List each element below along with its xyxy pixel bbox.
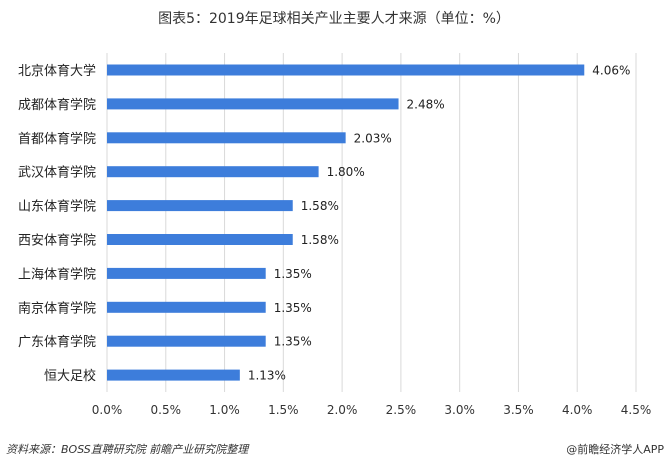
data-label: 1.35% [274,267,312,281]
bar [107,369,240,381]
x-tick-label: 2.0% [327,403,358,417]
bar [107,98,399,110]
category-label: 上海体育学院 [18,266,96,282]
bar [107,200,293,212]
category-label: 恒大足校 [44,368,96,384]
category-label: 北京体育大学 [18,63,96,79]
category-label: 首都体育学院 [18,131,96,147]
credit-text: @前瞻经济学人APP [566,443,664,456]
data-label: 4.06% [592,64,630,78]
bar [107,132,346,144]
x-tick-label: 0.0% [92,403,123,417]
category-label: 武汉体育学院 [18,165,96,181]
data-label: 1.80% [327,165,365,179]
source-note: 资料来源：BOSS直聘研究院 前瞻产业研究院整理 [6,443,249,456]
category-label: 广东体育学院 [18,334,96,350]
x-tick-label: 1.0% [209,403,240,417]
data-label: 1.58% [301,233,339,247]
bar [107,64,585,76]
data-label: 1.35% [274,301,312,315]
x-tick-label: 3.0% [444,403,475,417]
x-tick-label: 1.5% [268,403,299,417]
bar [107,335,266,347]
x-tick-label: 4.5% [621,403,652,417]
category-label: 山东体育学院 [18,199,96,215]
x-tick-label: 3.5% [503,403,534,417]
category-label: 南京体育学院 [18,300,96,316]
bar [107,234,293,245]
bar [107,267,266,279]
bar [107,166,319,178]
category-label: 西安体育学院 [18,233,96,249]
category-label: 成都体育学院 [18,97,96,113]
data-label: 2.03% [354,131,392,145]
x-tick-label: 2.5% [386,403,417,417]
x-tick-label: 4.0% [562,403,593,417]
data-label: 1.13% [248,369,286,383]
data-label: 1.58% [301,199,339,213]
chart-title: 图表5：2019年足球相关产业主要人才来源（单位：%） [158,11,510,27]
bar [107,301,266,313]
data-label: 2.48% [407,97,445,111]
x-tick-label: 0.5% [151,403,182,417]
data-label: 1.35% [274,335,312,349]
